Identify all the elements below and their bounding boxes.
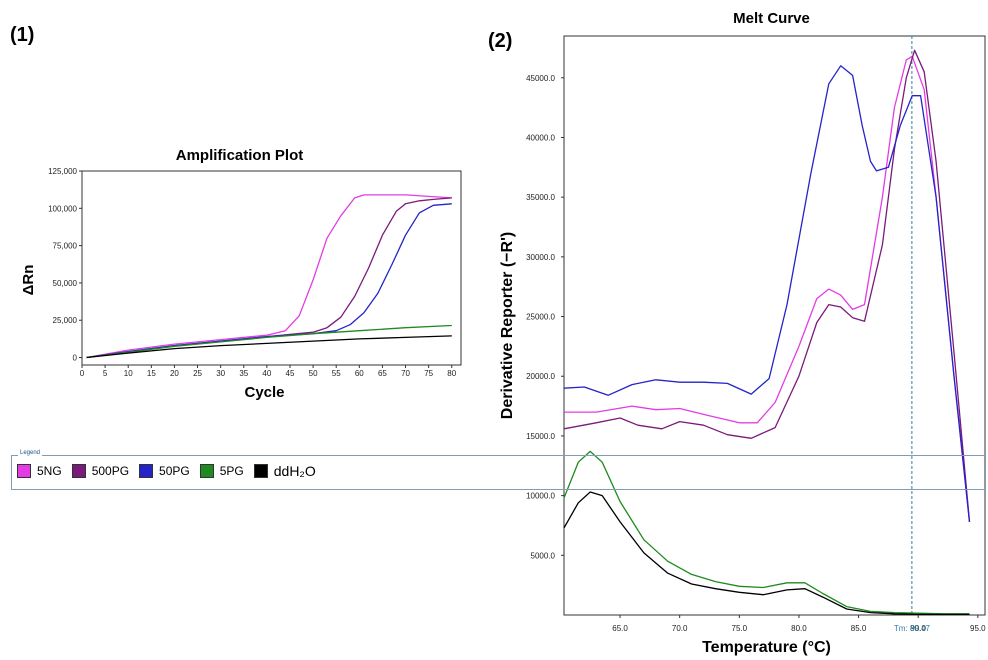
melt-plot-area: [563, 35, 986, 616]
melt-y-tick-label: 30000.0: [526, 253, 555, 262]
melt-y-tick-label: 5000.0: [531, 551, 556, 560]
melt-series-5ng: [564, 55, 971, 522]
amp-x-tick-label: 65: [378, 369, 387, 378]
amp-x-tick-label: 5: [103, 369, 108, 378]
legend-label-5pg: 5PG: [219, 464, 244, 478]
panel-2-label: (2): [488, 30, 513, 52]
legend-swatch-ddh2o: [253, 464, 268, 478]
melt-y-axis-label: Derivative Reporter (−R'): [499, 232, 516, 419]
legend-label-50pg: 50PG: [159, 464, 190, 478]
amp-x-tick-label: 55: [332, 369, 341, 378]
melt-series-5pg: [563, 450, 970, 615]
amp-series-5ng: [86, 194, 452, 359]
melt-x-tick-label: 75.0: [732, 624, 748, 633]
amp-x-tick-label: 20: [170, 369, 179, 378]
panel-1-label: (1): [10, 24, 35, 46]
legend-items: 5NG 500PG 50PG 5PG ddH₂O: [17, 463, 326, 479]
amp-y-axis-label: ΔRn: [20, 265, 37, 296]
amp-x-tick-label: 70: [401, 369, 410, 378]
amp-y-tick-label: 50,000: [53, 279, 78, 288]
melt-x-axis-label: Temperature (°C): [702, 639, 831, 656]
amp-x-tick-label: 80: [447, 369, 456, 378]
legend-swatch-5ng: [17, 464, 31, 478]
amp-x-tick-label: 60: [355, 369, 364, 378]
amp-plot-area: [81, 170, 462, 366]
legend-item-ddh2o: ddH₂O: [253, 463, 316, 479]
melt-series-ddh-o: [563, 491, 970, 616]
amp-y-tick-label: 100,000: [48, 204, 77, 213]
melt-y-tick-label: 15000.0: [526, 432, 555, 441]
melt-curve-plot: 65.0 70.0 75.0 80.0 85.0 90.0 95.0 5000.0 10000.…: [499, 10, 986, 656]
amp-series-5pg: [86, 324, 452, 359]
legend-label-ddh2o: ddH₂O: [273, 463, 316, 479]
amp-x-tick-label: 40: [262, 369, 271, 378]
amp-x-axis-label: Cycle: [244, 384, 284, 401]
amp-y-tick-label: 125,000: [48, 167, 77, 176]
melt-x-tick-label: 95.0: [970, 624, 986, 633]
amp-x-tick-label: 15: [147, 369, 156, 378]
legend-swatch-50pg: [139, 464, 154, 478]
amp-series-ddh-o: [86, 335, 452, 359]
melt-y-tick-label: 40000.0: [526, 133, 555, 142]
amp-x-tick-label: 30: [216, 369, 225, 378]
melt-x-tick-label: 70.0: [672, 624, 688, 633]
legend-title: Legend: [18, 450, 43, 456]
legend-item-50pg: 50PG: [139, 464, 190, 478]
amp-x-tick-label: 35: [239, 369, 248, 378]
melt-series-500pg: [563, 49, 971, 522]
legend-item-500pg: 500PG: [71, 464, 130, 478]
amp-series-50pg: [86, 203, 452, 359]
legend-label-5ng: 5NG: [37, 464, 62, 478]
amp-title: Amplification Plot: [176, 147, 304, 164]
melt-title: Melt Curve: [733, 10, 810, 27]
amp-y-tick-label: 25,000: [53, 316, 78, 325]
legend-item-5pg: 5PG: [199, 464, 244, 478]
amp-x-tick-label: 0: [80, 369, 85, 378]
melt-x-tick-label: 90.0: [910, 624, 926, 633]
amp-x-tick-label: 10: [124, 369, 133, 378]
melt-x-tick-label: 65.0: [612, 624, 628, 633]
melt-y-tick-label: 35000.0: [526, 193, 555, 202]
legend-item-5ng: 5NG: [17, 464, 62, 478]
amplification-plot: 0 5 10 15 20 25 30 35 40 45 50 55 60 65 70 75 80 0 25,000 5…: [20, 147, 462, 401]
legend: Legend 5NG 500PG 50PG 5PG ddH₂O: [11, 450, 985, 490]
melt-y-tick-label: 10000.0: [526, 492, 555, 501]
legend-swatch-5pg: [199, 464, 214, 478]
legend-swatch-500pg: [71, 464, 86, 478]
amp-y-tick-label: 75,000: [53, 242, 78, 251]
melt-y-tick-label: 20000.0: [526, 372, 555, 381]
melt-x-tick-label: 85.0: [851, 624, 867, 633]
melt-x-tick-label: 80.0: [791, 624, 807, 633]
melt-series-50pg: [563, 65, 971, 522]
amp-x-tick-label: 45: [286, 369, 295, 378]
melt-y-tick-label: 45000.0: [526, 74, 555, 83]
amp-x-tick-label: 50: [309, 369, 318, 378]
melt-tm-marker-label: Tm: 89.47: [894, 624, 931, 633]
amp-y-tick-label: 0: [73, 354, 78, 363]
legend-label-500pg: 500PG: [91, 464, 130, 478]
melt-y-tick-label: 25000.0: [526, 313, 555, 322]
amp-x-tick-label: 25: [193, 369, 202, 378]
amp-x-tick-label: 75: [424, 369, 433, 378]
